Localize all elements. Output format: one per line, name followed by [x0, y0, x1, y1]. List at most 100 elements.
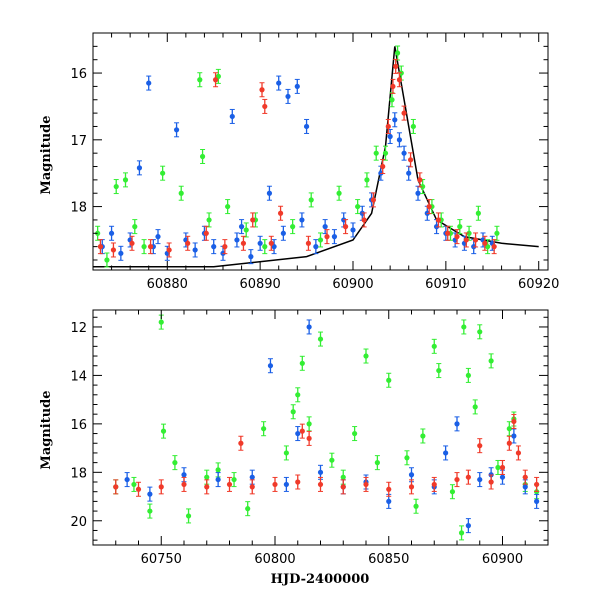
series-blue — [99, 75, 495, 265]
data-point — [238, 224, 245, 230]
data-point — [147, 491, 153, 497]
data-point — [396, 77, 403, 83]
data-point — [259, 87, 265, 93]
data-point — [386, 377, 392, 383]
data-point — [240, 240, 247, 246]
series-red — [113, 413, 540, 497]
data-point — [401, 150, 407, 156]
data-point — [431, 343, 437, 349]
data-point — [515, 450, 522, 456]
y-tick-label: 16 — [70, 418, 87, 433]
data-point — [129, 240, 135, 246]
data-point — [276, 80, 282, 86]
data-point — [225, 203, 231, 210]
y-tick-label: 16 — [70, 67, 87, 82]
x-tick-label: 60910 — [425, 277, 466, 292]
data-point — [406, 170, 412, 176]
data-point — [387, 133, 393, 140]
data-point — [352, 430, 358, 437]
data-point — [283, 481, 289, 488]
data-point — [336, 190, 342, 196]
data-point — [204, 474, 210, 480]
data-point — [408, 484, 415, 490]
data-point — [185, 513, 192, 519]
data-point — [229, 113, 235, 120]
data-point — [417, 177, 423, 183]
data-point — [396, 137, 403, 143]
data-point — [475, 210, 481, 216]
data-point — [299, 428, 305, 434]
data-point — [382, 150, 389, 156]
data-point — [212, 77, 219, 83]
x-tick-label: 60890 — [239, 277, 280, 292]
data-point — [389, 97, 395, 103]
data-point — [445, 230, 451, 236]
data-point — [522, 474, 528, 480]
data-point — [386, 486, 392, 492]
data-point — [272, 481, 278, 488]
data-point — [204, 484, 210, 490]
data-point — [317, 336, 324, 342]
data-point — [215, 476, 221, 483]
data-point — [342, 224, 349, 230]
data-point — [511, 418, 517, 425]
data-point — [495, 464, 501, 471]
data-point — [361, 217, 367, 223]
y-axis-label-bottom: Magnitude — [39, 390, 54, 469]
data-point — [443, 450, 449, 456]
plot-area — [113, 314, 540, 541]
data-point — [420, 433, 426, 439]
x-tick-label: 60920 — [518, 277, 559, 292]
data-point — [158, 484, 164, 490]
series-blue — [124, 319, 540, 534]
data-point — [266, 190, 273, 196]
data-point — [131, 481, 137, 488]
data-point — [454, 421, 460, 427]
top-panel: 60880 60890 60900 60910 60920 16 17 18 — [70, 32, 559, 292]
data-point — [431, 481, 437, 488]
data-point — [231, 476, 237, 483]
data-point — [317, 481, 324, 488]
data-point — [294, 83, 300, 90]
data-point — [386, 498, 392, 504]
data-point — [113, 484, 119, 490]
data-point — [245, 506, 251, 512]
data-point — [350, 227, 356, 233]
data-point — [393, 63, 399, 69]
data-point — [465, 372, 471, 379]
data-point — [305, 240, 312, 246]
x-tick-label: 60900 — [482, 552, 523, 567]
data-point — [380, 163, 386, 170]
data-point — [108, 230, 115, 236]
data-point — [173, 127, 180, 133]
x-tick-label: 60850 — [368, 552, 409, 567]
data-point — [317, 237, 324, 243]
data-point — [238, 440, 244, 446]
data-point — [340, 484, 346, 490]
data-point — [181, 472, 187, 478]
data-point — [472, 237, 479, 243]
data-point — [373, 150, 379, 156]
data-point — [477, 476, 483, 483]
data-point — [113, 183, 119, 190]
data-point — [410, 123, 416, 130]
data-point — [363, 353, 369, 359]
data-point — [355, 203, 361, 210]
data-point — [457, 224, 463, 230]
data-point — [306, 324, 312, 330]
data-point — [317, 469, 324, 475]
data-point — [426, 203, 432, 210]
data-point — [97, 244, 104, 250]
data-point — [511, 433, 517, 439]
data-point — [488, 479, 494, 485]
y-tick-label: 17 — [70, 134, 87, 149]
data-point — [234, 237, 240, 243]
data-point — [463, 237, 469, 243]
data-point — [118, 250, 124, 256]
y-tick-label: 12 — [70, 321, 87, 336]
data-point — [329, 457, 335, 463]
data-point — [178, 190, 184, 196]
data-point — [262, 103, 268, 110]
data-point — [155, 234, 161, 240]
data-point — [132, 224, 138, 230]
